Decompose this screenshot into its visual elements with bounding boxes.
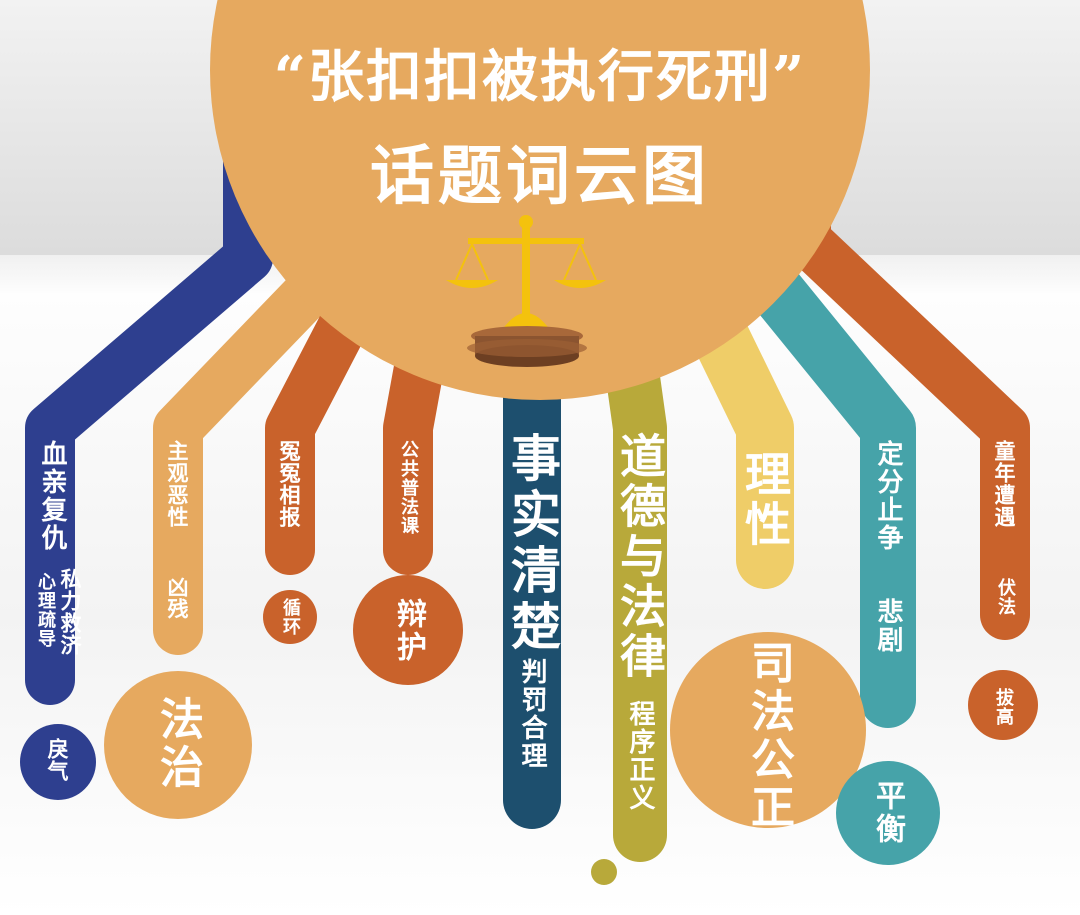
word-sifa-gongzheng: 司法公正: [743, 640, 794, 832]
title-line-2: 话题词云图: [370, 139, 710, 214]
circle-bagao: [968, 670, 1038, 740]
word-tongnian-zaoyu: 童年遭遇: [992, 440, 1017, 528]
word-fufa: 伏法: [995, 578, 1016, 616]
word-panfa-heli: 判罚合理: [517, 658, 547, 770]
circle-liqi: [20, 724, 96, 800]
word-xinli-shudao: 心理疏导: [35, 572, 56, 648]
word-daode-yu-falv: 道德与法律: [613, 432, 667, 682]
word-liqi: 戾气: [45, 738, 70, 782]
word-bianhu: 辩护: [391, 598, 426, 664]
title-line-1: “张扣扣被执行死刑”: [273, 44, 807, 110]
word-xiongcan: 凶残: [165, 576, 190, 620]
word-zhuguan-exing: 主观恶性: [165, 440, 190, 528]
word-pingheng: 平衡: [870, 780, 905, 846]
word-beiju: 悲剧: [873, 598, 903, 654]
circle-pingheng: [836, 761, 940, 865]
word-sili-jiuji: 私力救济: [58, 568, 83, 656]
circle-fazhi: [104, 671, 252, 819]
word-xunhuan: 循环: [280, 598, 301, 636]
dot-olive: [591, 859, 617, 885]
word-bagao: 拔高: [993, 688, 1014, 726]
word-shishi-qingchu: 事实清楚: [503, 432, 562, 656]
word-dingfen-zhizheng: 定分止争: [873, 440, 903, 552]
circle-xunhuan: [263, 590, 317, 644]
gavel-base: [467, 326, 587, 367]
circle-bianhu: [353, 575, 463, 685]
title-circle: [210, 0, 870, 400]
word-lixing: 理性: [738, 450, 792, 550]
scale-icon: [446, 215, 606, 330]
circle-sifa: [670, 632, 866, 828]
word-chengxu-zhengyi: 程序正义: [625, 700, 655, 812]
word-gonggong-pufake: 公共普法课: [398, 440, 419, 535]
word-yuanyuan-xiangbao: 冤冤相报: [277, 440, 302, 528]
ribbon-teal: [707, 212, 916, 728]
word-xueqin-fuchou: 血亲复仇: [37, 440, 67, 552]
word-fazhi: 法治: [152, 696, 203, 792]
